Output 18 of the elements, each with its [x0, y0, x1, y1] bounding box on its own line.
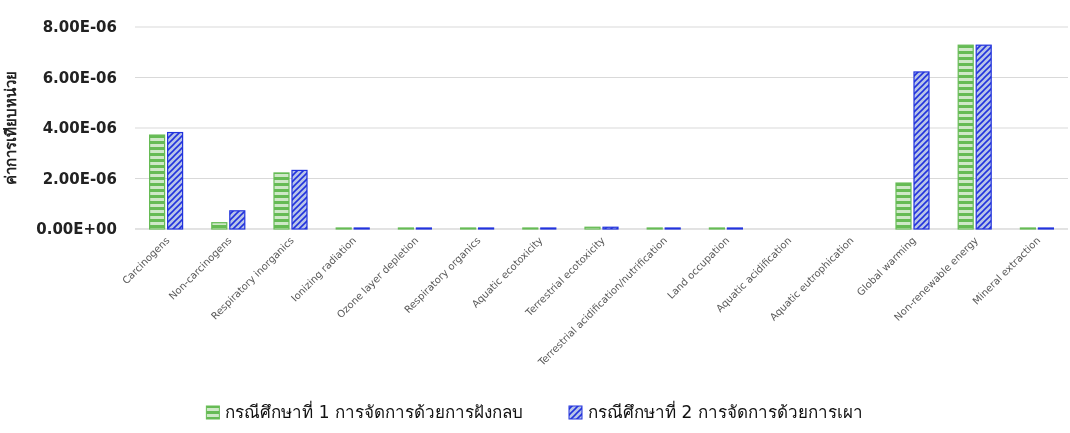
bar: [229, 210, 246, 230]
y-tick-label: 8.00E-06: [42, 18, 117, 36]
bar: [273, 172, 290, 230]
bar: [895, 182, 912, 230]
legend-label: กรณีศึกษาที่ 1 การจัดการด้วยการฝังกลบ: [225, 400, 523, 422]
y-tick-label: 2.00E-06: [42, 169, 117, 188]
bar: [291, 169, 308, 230]
bar: [975, 44, 992, 230]
bar: [149, 134, 166, 230]
legend-label: กรณีศึกษาที่ 2 การจัดการด้วยการเผา: [588, 400, 863, 422]
y-tick-label: 4.00E-06: [42, 119, 117, 137]
y-tick-label: 6.00E-06: [42, 68, 117, 87]
y-tick-label: 0.00E+00: [36, 220, 117, 238]
bar: [957, 44, 974, 230]
bar: [211, 222, 228, 230]
bar: [913, 71, 930, 230]
y-axis-title: ค่าการเทียบหน่วย: [2, 71, 20, 185]
bar: [167, 131, 184, 230]
